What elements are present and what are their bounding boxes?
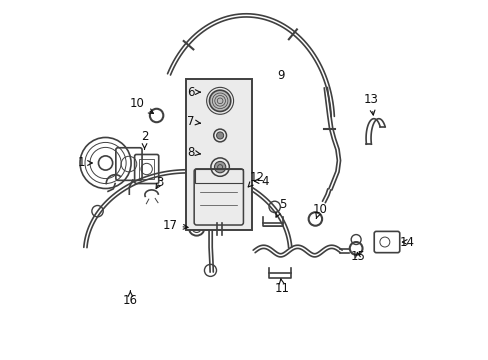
Text: 17: 17 (162, 219, 188, 232)
Text: 6: 6 (186, 86, 200, 99)
Text: 1: 1 (78, 157, 92, 170)
Text: 15: 15 (350, 250, 365, 263)
Bar (185, 79, 251, 230)
Text: 11: 11 (274, 279, 289, 295)
Circle shape (214, 161, 225, 173)
Text: 10: 10 (130, 97, 153, 113)
Circle shape (216, 132, 223, 139)
Text: 4: 4 (254, 175, 268, 188)
Text: 14: 14 (399, 235, 413, 248)
Bar (195, 169, 242, 183)
Text: 16: 16 (122, 291, 138, 307)
Bar (139, 159, 154, 179)
Text: 5: 5 (275, 198, 285, 217)
Text: 8: 8 (186, 146, 200, 159)
Text: 13: 13 (363, 93, 378, 115)
Circle shape (209, 90, 230, 112)
Text: 3: 3 (155, 176, 163, 189)
Text: 7: 7 (186, 115, 200, 129)
Text: 2: 2 (141, 130, 148, 149)
Text: 10: 10 (311, 203, 326, 219)
Text: 9: 9 (276, 69, 284, 82)
Text: 12: 12 (247, 171, 264, 187)
